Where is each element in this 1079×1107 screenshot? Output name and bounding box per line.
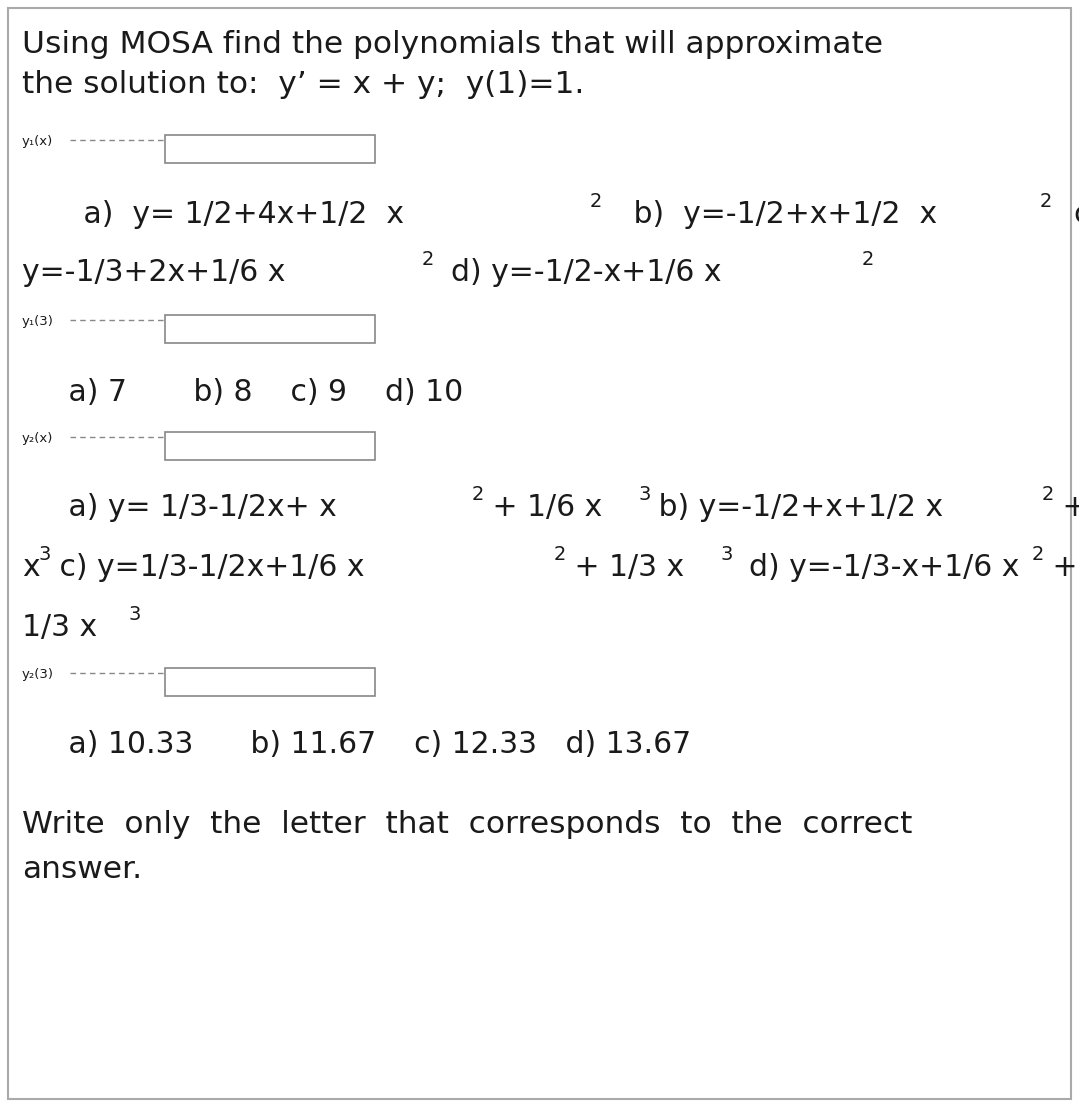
Text: 2: 2 [554, 545, 566, 563]
Text: a)  y= 1/2+4x+1/2  x: a) y= 1/2+4x+1/2 x [55, 200, 404, 229]
Text: d) y=-1/3-x+1/6 x: d) y=-1/3-x+1/6 x [730, 554, 1020, 582]
Text: 2: 2 [422, 250, 435, 269]
Text: 1/3 x: 1/3 x [22, 613, 97, 642]
Text: y₁(x): y₁(x) [22, 135, 53, 148]
Text: b) y=-1/2+x+1/2 x: b) y=-1/2+x+1/2 x [648, 493, 943, 523]
Text: y₁(3): y₁(3) [22, 315, 54, 328]
Text: 2: 2 [1040, 192, 1052, 211]
FancyBboxPatch shape [165, 432, 375, 461]
Text: Using MOSA find the polynomials that will approximate: Using MOSA find the polynomials that wil… [22, 30, 883, 59]
Text: b)  y=-1/2+x+1/2  x: b) y=-1/2+x+1/2 x [605, 200, 938, 229]
Text: + 1/3 x: + 1/3 x [565, 554, 684, 582]
Text: + 1/6: + 1/6 [1053, 493, 1079, 523]
FancyBboxPatch shape [165, 668, 375, 696]
Text: 2: 2 [590, 192, 602, 211]
Text: 2: 2 [1032, 545, 1044, 563]
Text: + 1/6 x: + 1/6 x [483, 493, 602, 523]
Text: c): c) [1055, 200, 1079, 229]
Text: y₂(x): y₂(x) [22, 432, 53, 445]
Text: a) 10.33      b) 11.67    c) 12.33   d) 13.67: a) 10.33 b) 11.67 c) 12.33 d) 13.67 [40, 730, 692, 759]
Text: 3: 3 [720, 545, 733, 563]
Text: 3: 3 [638, 485, 651, 504]
Text: 3: 3 [38, 545, 51, 563]
Text: a) 7       b) 8    c) 9    d) 10: a) 7 b) 8 c) 9 d) 10 [40, 377, 463, 407]
Text: 2: 2 [862, 250, 874, 269]
Text: 2: 2 [1042, 485, 1054, 504]
Text: y=-1/3+2x+1/6 x: y=-1/3+2x+1/6 x [22, 258, 285, 287]
Text: y₂(3): y₂(3) [22, 668, 54, 681]
Text: Write  only  the  letter  that  corresponds  to  the  correct: Write only the letter that corresponds t… [22, 810, 913, 839]
Text: c) y=1/3-1/2x+1/6 x: c) y=1/3-1/2x+1/6 x [50, 554, 365, 582]
Text: x: x [22, 554, 40, 582]
FancyBboxPatch shape [165, 135, 375, 163]
Text: d) y=-1/2-x+1/6 x: d) y=-1/2-x+1/6 x [432, 258, 722, 287]
FancyBboxPatch shape [8, 8, 1071, 1099]
Text: 3: 3 [128, 606, 140, 624]
Text: answer.: answer. [22, 855, 142, 884]
FancyBboxPatch shape [165, 315, 375, 343]
Text: a) y= 1/3-1/2x+ x: a) y= 1/3-1/2x+ x [40, 493, 337, 523]
Text: the solution to:  y’ = x + y;  y(1)=1.: the solution to: y’ = x + y; y(1)=1. [22, 70, 585, 99]
Text: 2: 2 [472, 485, 484, 504]
Text: +: + [1043, 554, 1078, 582]
